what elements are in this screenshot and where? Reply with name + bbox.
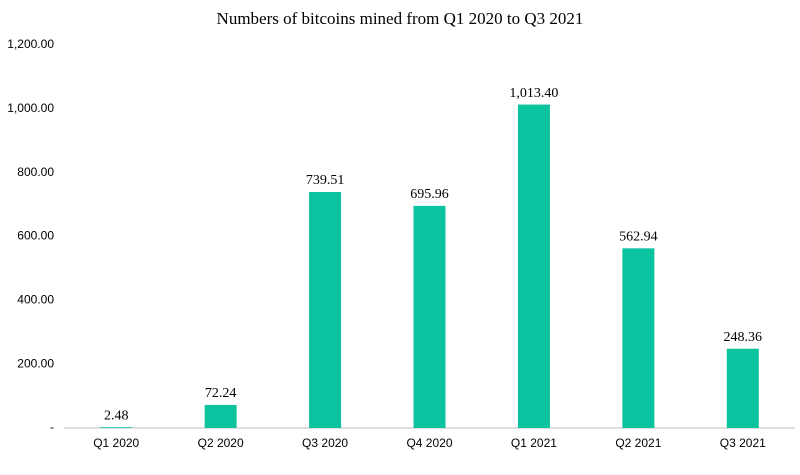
y-tick-label: 1,200.00	[7, 37, 54, 51]
bar	[100, 427, 133, 428]
y-tick-label: 600.00	[17, 229, 54, 243]
y-tick-label: 400.00	[17, 293, 54, 307]
value-label: 562.94	[619, 230, 658, 245]
y-tick-label: 800.00	[17, 165, 54, 179]
x-tick-label: Q2 2021	[615, 436, 661, 450]
value-label: 2.48	[104, 408, 129, 423]
x-tick-label: Q1 2021	[511, 436, 557, 450]
x-tick-label: Q3 2021	[720, 436, 766, 450]
value-label: 248.36	[724, 330, 763, 345]
bar	[309, 191, 342, 428]
x-tick-label: Q4 2020	[406, 436, 452, 450]
bar	[622, 248, 655, 428]
x-tick-label: Q2 2020	[198, 436, 244, 450]
bar	[204, 404, 237, 428]
value-label: 695.96	[410, 187, 449, 202]
value-label: 739.51	[306, 173, 345, 188]
bar	[413, 205, 446, 428]
value-label: 1,013.40	[509, 86, 558, 101]
y-tick-label: 1,000.00	[7, 101, 54, 115]
x-tick-label: Q1 2020	[93, 436, 139, 450]
chart-title: Numbers of bitcoins mined from Q1 2020 t…	[217, 9, 584, 28]
x-tick-label: Q3 2020	[302, 436, 348, 450]
bar	[517, 104, 550, 428]
y-tick-label: -	[50, 420, 54, 434]
value-label: 72.24	[205, 386, 237, 401]
y-tick-label: 200.00	[17, 356, 54, 370]
bar	[726, 348, 759, 428]
